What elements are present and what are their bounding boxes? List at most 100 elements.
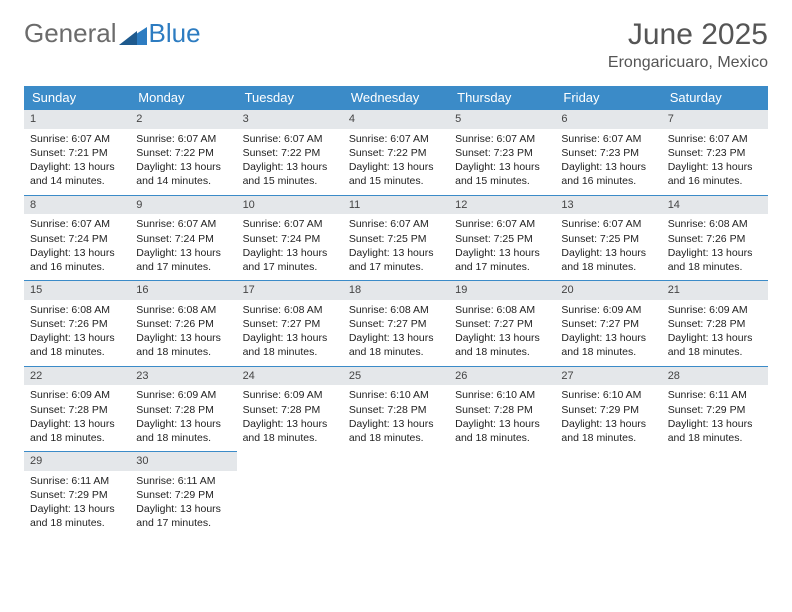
daylight-line: Daylight: 13 hours and 18 minutes. [561,246,655,274]
calendar-week-row: 1Sunrise: 6:07 AMSunset: 7:21 PMDaylight… [24,109,768,195]
sunset-line: Sunset: 7:21 PM [30,146,124,160]
day-number: 28 [662,366,768,386]
sunset-line: Sunset: 7:24 PM [136,232,230,246]
day-body: Sunrise: 6:07 AMSunset: 7:25 PMDaylight:… [449,214,555,280]
day-number: 13 [555,195,661,215]
sunset-line: Sunset: 7:22 PM [136,146,230,160]
sunrise-line: Sunrise: 6:09 AM [668,303,762,317]
sunset-line: Sunset: 7:28 PM [455,403,549,417]
calendar-day-cell: 6Sunrise: 6:07 AMSunset: 7:23 PMDaylight… [555,109,661,195]
day-body: Sunrise: 6:08 AMSunset: 7:27 PMDaylight:… [449,300,555,366]
month-title: June 2025 [608,18,768,52]
day-body: Sunrise: 6:10 AMSunset: 7:28 PMDaylight:… [449,385,555,451]
calendar-day-cell: 13Sunrise: 6:07 AMSunset: 7:25 PMDayligh… [555,195,661,281]
sunset-line: Sunset: 7:25 PM [349,232,443,246]
calendar-day-cell: 1Sunrise: 6:07 AMSunset: 7:21 PMDaylight… [24,109,130,195]
dayname-wednesday: Wednesday [343,86,449,109]
calendar-day-cell: 18Sunrise: 6:08 AMSunset: 7:27 PMDayligh… [343,280,449,366]
day-number: 29 [24,451,130,471]
sunset-line: Sunset: 7:24 PM [30,232,124,246]
calendar-day-cell [449,451,555,537]
sunset-line: Sunset: 7:23 PM [668,146,762,160]
daylight-line: Daylight: 13 hours and 18 minutes. [30,502,124,530]
day-body: Sunrise: 6:07 AMSunset: 7:22 PMDaylight:… [237,129,343,195]
sunset-line: Sunset: 7:27 PM [349,317,443,331]
day-number: 14 [662,195,768,215]
day-number: 21 [662,280,768,300]
calendar-day-cell: 10Sunrise: 6:07 AMSunset: 7:24 PMDayligh… [237,195,343,281]
sunrise-line: Sunrise: 6:09 AM [243,388,337,402]
daylight-line: Daylight: 13 hours and 18 minutes. [668,246,762,274]
day-number: 23 [130,366,236,386]
logo: General Blue [24,18,201,49]
day-number: 12 [449,195,555,215]
calendar-day-cell: 3Sunrise: 6:07 AMSunset: 7:22 PMDaylight… [237,109,343,195]
sunrise-line: Sunrise: 6:08 AM [30,303,124,317]
sunrise-line: Sunrise: 6:08 AM [668,217,762,231]
sunset-line: Sunset: 7:29 PM [561,403,655,417]
day-number: 20 [555,280,661,300]
sunrise-line: Sunrise: 6:10 AM [349,388,443,402]
sunset-line: Sunset: 7:29 PM [30,488,124,502]
calendar-table: Sunday Monday Tuesday Wednesday Thursday… [24,86,768,537]
daylight-line: Daylight: 13 hours and 18 minutes. [349,417,443,445]
sunrise-line: Sunrise: 6:10 AM [455,388,549,402]
sunrise-line: Sunrise: 6:09 AM [561,303,655,317]
sunrise-line: Sunrise: 6:09 AM [30,388,124,402]
dayname-sunday: Sunday [24,86,130,109]
day-number: 8 [24,195,130,215]
dayname-thursday: Thursday [449,86,555,109]
calendar-day-cell: 8Sunrise: 6:07 AMSunset: 7:24 PMDaylight… [24,195,130,281]
title-block: June 2025 Erongaricuaro, Mexico [608,18,768,72]
daylight-line: Daylight: 13 hours and 18 minutes. [136,331,230,359]
logo-triangle-icon [119,23,147,45]
day-number: 17 [237,280,343,300]
daylight-line: Daylight: 13 hours and 15 minutes. [455,160,549,188]
day-body: Sunrise: 6:07 AMSunset: 7:23 PMDaylight:… [555,129,661,195]
daylight-line: Daylight: 13 hours and 18 minutes. [243,331,337,359]
calendar-day-cell: 27Sunrise: 6:10 AMSunset: 7:29 PMDayligh… [555,366,661,452]
daylight-line: Daylight: 13 hours and 18 minutes. [30,417,124,445]
sunrise-line: Sunrise: 6:08 AM [349,303,443,317]
day-body: Sunrise: 6:09 AMSunset: 7:28 PMDaylight:… [237,385,343,451]
calendar-day-cell: 4Sunrise: 6:07 AMSunset: 7:22 PMDaylight… [343,109,449,195]
sunrise-line: Sunrise: 6:07 AM [455,132,549,146]
daylight-line: Daylight: 13 hours and 18 minutes. [668,417,762,445]
day-body: Sunrise: 6:07 AMSunset: 7:22 PMDaylight:… [130,129,236,195]
calendar-day-cell: 17Sunrise: 6:08 AMSunset: 7:27 PMDayligh… [237,280,343,366]
day-number: 30 [130,451,236,471]
day-number: 3 [237,109,343,129]
calendar-day-cell: 9Sunrise: 6:07 AMSunset: 7:24 PMDaylight… [130,195,236,281]
sunrise-line: Sunrise: 6:08 AM [136,303,230,317]
day-body: Sunrise: 6:07 AMSunset: 7:23 PMDaylight:… [662,129,768,195]
dayname-saturday: Saturday [662,86,768,109]
day-number: 6 [555,109,661,129]
daylight-line: Daylight: 13 hours and 16 minutes. [668,160,762,188]
daylight-line: Daylight: 13 hours and 18 minutes. [30,331,124,359]
sunset-line: Sunset: 7:22 PM [243,146,337,160]
day-number: 16 [130,280,236,300]
sunset-line: Sunset: 7:23 PM [561,146,655,160]
daylight-line: Daylight: 13 hours and 17 minutes. [243,246,337,274]
calendar-day-cell [555,451,661,537]
day-body: Sunrise: 6:10 AMSunset: 7:28 PMDaylight:… [343,385,449,451]
daylight-line: Daylight: 13 hours and 18 minutes. [455,331,549,359]
sunrise-line: Sunrise: 6:11 AM [30,474,124,488]
sunrise-line: Sunrise: 6:11 AM [668,388,762,402]
calendar-day-cell: 5Sunrise: 6:07 AMSunset: 7:23 PMDaylight… [449,109,555,195]
sunrise-line: Sunrise: 6:07 AM [30,132,124,146]
calendar-body: 1Sunrise: 6:07 AMSunset: 7:21 PMDaylight… [24,109,768,537]
sunset-line: Sunset: 7:28 PM [30,403,124,417]
sunrise-line: Sunrise: 6:11 AM [136,474,230,488]
calendar-day-cell: 11Sunrise: 6:07 AMSunset: 7:25 PMDayligh… [343,195,449,281]
day-body: Sunrise: 6:07 AMSunset: 7:24 PMDaylight:… [24,214,130,280]
day-number: 18 [343,280,449,300]
daylight-line: Daylight: 13 hours and 18 minutes. [668,331,762,359]
day-number: 27 [555,366,661,386]
dayname-tuesday: Tuesday [237,86,343,109]
calendar-day-cell [662,451,768,537]
logo-word-general: General [24,18,117,49]
day-body: Sunrise: 6:07 AMSunset: 7:21 PMDaylight:… [24,129,130,195]
daylight-line: Daylight: 13 hours and 18 minutes. [561,331,655,359]
day-body: Sunrise: 6:08 AMSunset: 7:26 PMDaylight:… [24,300,130,366]
